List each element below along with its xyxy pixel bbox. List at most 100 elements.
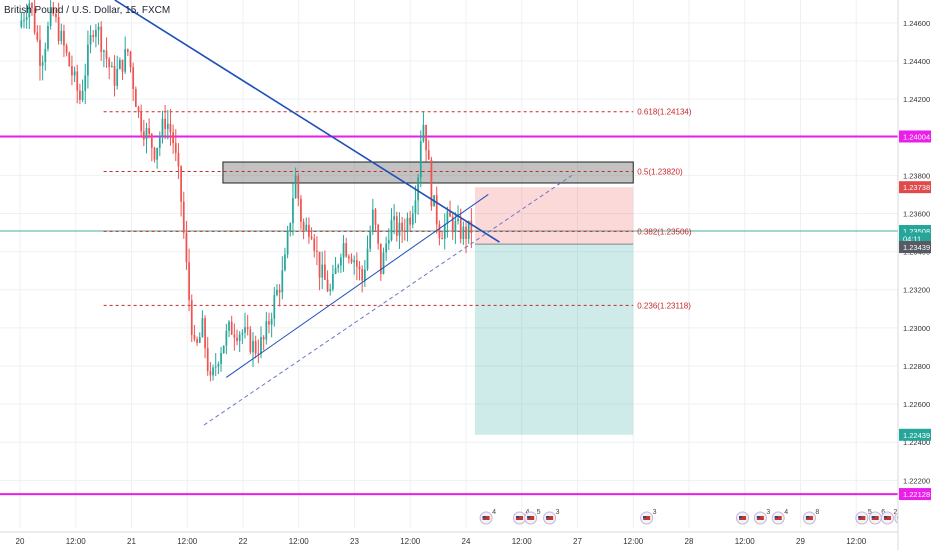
candle-body	[350, 258, 353, 263]
candle-body	[430, 159, 433, 207]
candle-body	[427, 150, 430, 160]
event-flag-canton	[756, 516, 760, 518]
candle-body	[366, 248, 369, 270]
event-flag-stripe	[756, 516, 764, 520]
candle-body	[369, 231, 372, 249]
candle-body	[65, 45, 68, 53]
candle-body	[193, 334, 196, 340]
candle-body	[284, 254, 286, 271]
candle-body	[137, 107, 140, 112]
candle-body	[273, 295, 276, 319]
candle-body	[60, 30, 63, 42]
candle-body	[63, 30, 65, 46]
y-axis-tick-label: 1.23600	[903, 209, 930, 218]
fib-level-label: 0.236(1.23118)	[637, 301, 691, 310]
candle-body	[76, 71, 79, 91]
event-flag-canton	[774, 516, 778, 518]
candle-body	[185, 232, 188, 263]
candle-body	[316, 250, 318, 252]
x-axis-tick-label: 23	[350, 537, 359, 546]
price-label-text: 1.23738	[903, 183, 930, 192]
candle-body	[393, 216, 396, 220]
candle-body	[113, 65, 116, 86]
y-axis-tick-label: 1.24200	[903, 95, 930, 104]
candle-body	[260, 337, 262, 354]
event-count-label: 2	[893, 509, 897, 516]
candle-body	[126, 49, 129, 52]
candle-body	[140, 111, 143, 132]
event-count-label: 4	[492, 509, 496, 516]
candle-body	[153, 147, 156, 160]
candle-body	[166, 123, 169, 129]
candle-body	[348, 256, 350, 259]
candle-body	[329, 289, 332, 292]
candle-body	[441, 238, 443, 240]
x-axis-tick-label: 29	[796, 537, 805, 546]
y-axis-tick-label: 1.24600	[903, 19, 930, 28]
x-axis-tick-label: 12:00	[66, 537, 87, 546]
candle-body	[302, 221, 305, 231]
event-flag-canton	[643, 516, 647, 518]
event-flag-canton	[883, 516, 887, 518]
candle-body	[212, 367, 214, 376]
candle-body	[23, 19, 25, 21]
event-flag-stripe	[805, 516, 813, 520]
x-axis-tick-label: 27	[573, 537, 582, 546]
event-count-label: 8	[815, 509, 819, 516]
candle-body	[377, 224, 380, 244]
event-flag-stripe	[546, 516, 554, 520]
candle-body	[52, 6, 55, 14]
candle-body	[308, 224, 310, 237]
candle-body	[443, 224, 446, 239]
candle-body	[87, 44, 89, 76]
candle-body	[361, 269, 364, 281]
candle-body	[217, 364, 220, 367]
candle-body	[457, 218, 459, 222]
candle-body	[382, 252, 385, 274]
price-label-text: 1.22439	[903, 431, 930, 440]
price-label-tag	[899, 130, 931, 143]
candle-body	[387, 240, 390, 244]
candle-body	[281, 270, 284, 293]
event-flag-canton	[739, 516, 743, 518]
event-count-label: 3	[766, 509, 770, 516]
event-flag-stripe	[871, 516, 879, 520]
candle-body	[68, 52, 71, 67]
candle-body	[257, 353, 260, 355]
candle-body	[446, 211, 449, 225]
y-axis-tick-label: 1.22600	[903, 400, 930, 409]
candle-body	[332, 273, 334, 290]
candle-body	[318, 251, 321, 278]
x-axis-tick-label: 24	[462, 537, 471, 546]
y-axis-tick-label: 1.22800	[903, 362, 930, 371]
candle-body	[142, 131, 145, 140]
candle-body	[44, 48, 47, 63]
candle-body	[425, 124, 427, 151]
price-axis-background	[898, 0, 932, 550]
event-flag-canton	[516, 516, 520, 518]
candle-body	[411, 213, 414, 225]
event-flag-stripe	[527, 516, 535, 520]
event-count-label: 5	[537, 509, 541, 516]
candle-body	[49, 6, 52, 26]
candle-body	[31, 3, 33, 9]
position-target-zone	[474, 244, 634, 435]
candle-body	[233, 334, 236, 338]
x-axis-tick-label: 20	[16, 537, 25, 546]
candle-body	[73, 71, 76, 76]
candle-body	[174, 143, 177, 153]
candle-body	[111, 65, 113, 68]
candle-body	[116, 68, 119, 86]
candle-body	[435, 195, 438, 225]
x-axis-tick-label: 12:00	[512, 537, 533, 546]
candle-body	[180, 166, 182, 202]
event-flag-stripe	[774, 516, 782, 520]
candle-body	[81, 90, 84, 100]
fib-level-label: 0.382(1.23506)	[637, 227, 692, 236]
candle-body	[337, 265, 340, 268]
candle-body	[470, 220, 473, 233]
candle-body	[249, 329, 252, 353]
candle-body	[422, 124, 425, 142]
